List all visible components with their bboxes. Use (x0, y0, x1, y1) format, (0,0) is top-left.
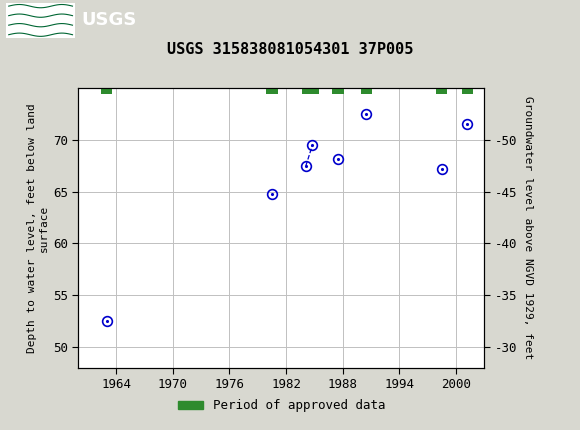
Legend: Period of approved data: Period of approved data (172, 394, 390, 417)
Bar (332, 88, 343, 94)
Text: USGS: USGS (81, 12, 136, 29)
Bar (436, 88, 448, 94)
Text: USGS 315838081054301 37P005: USGS 315838081054301 37P005 (167, 42, 413, 57)
Bar (302, 88, 313, 94)
Y-axis label: Groundwater level above NGVD 1929, feet: Groundwater level above NGVD 1929, feet (523, 96, 533, 359)
Bar (361, 88, 372, 94)
Y-axis label: Depth to water level, feet below land
surface: Depth to water level, feet below land su… (27, 103, 49, 353)
Bar (462, 88, 473, 94)
Bar (266, 88, 277, 94)
Bar (101, 88, 113, 94)
Bar (308, 88, 319, 94)
Bar (6, 3, 75, 37)
